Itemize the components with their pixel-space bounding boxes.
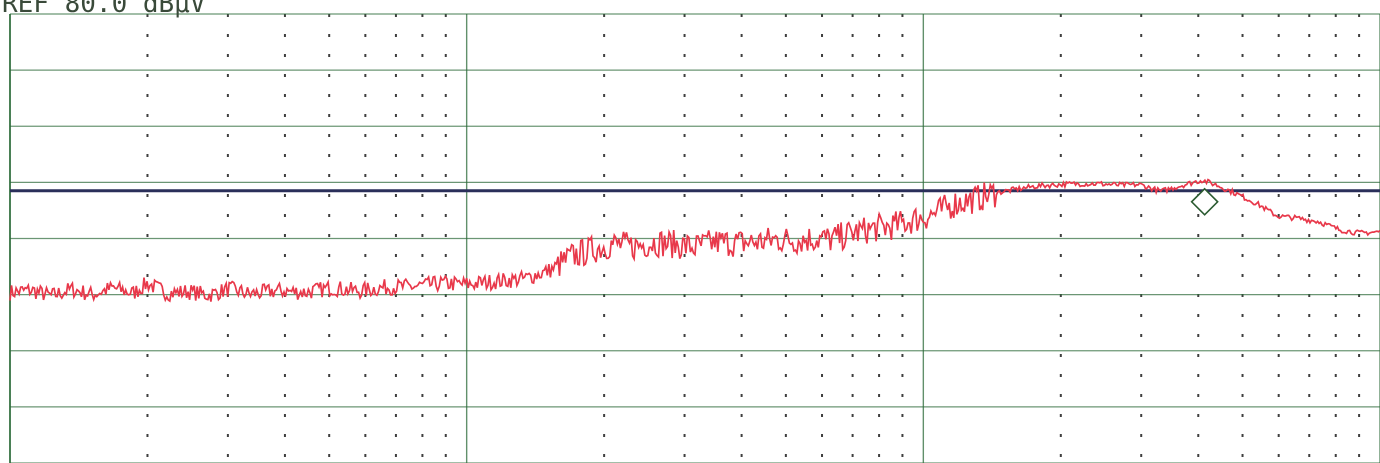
trace-line (9, 178, 1380, 303)
reference-level-label: REF 80.0 dBμV (2, 0, 206, 19)
grid-lines (9, 13, 1380, 463)
marker-group (1190, 187, 1219, 216)
trace-group (9, 178, 1380, 303)
marker-diamond-icon (1190, 187, 1219, 216)
